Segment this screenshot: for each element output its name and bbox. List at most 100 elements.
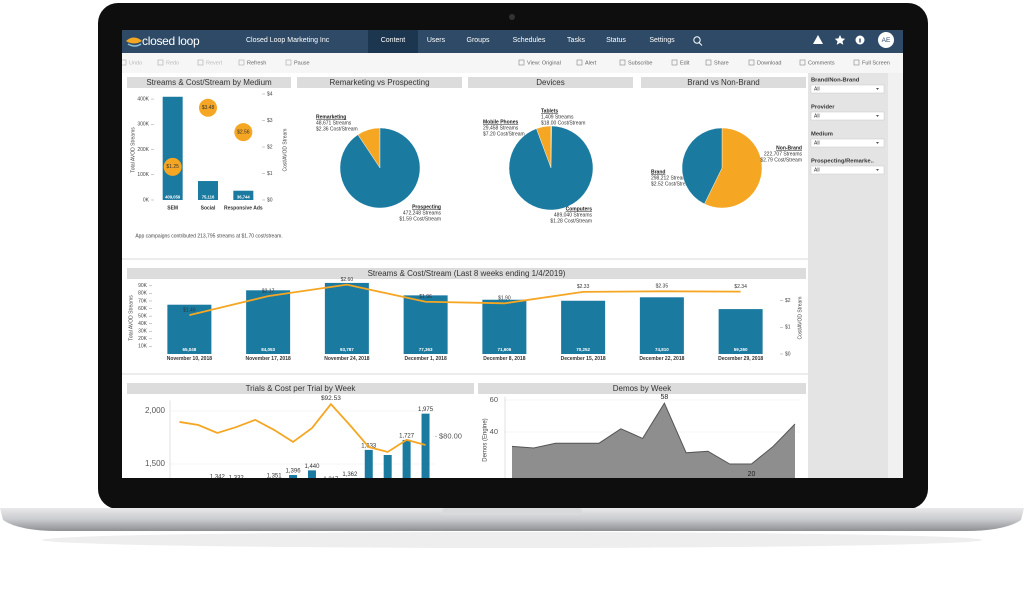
toolbar-button[interactable]: View: Original	[527, 60, 561, 66]
bar-value-label: 36,744	[237, 195, 250, 200]
toolbar-button[interactable]: Revert	[206, 60, 223, 66]
favorite-icon[interactable]	[834, 35, 846, 45]
x-tick-label: November 24, 2018	[324, 356, 370, 362]
y2-tick-label: $2	[267, 144, 273, 150]
y-tick-label: 1,500	[145, 459, 166, 468]
nav-tab[interactable]: Users	[427, 37, 446, 44]
toolbar-button[interactable]: Share	[714, 60, 729, 66]
x-tick-label: November 17, 2018	[245, 356, 291, 362]
filter-value[interactable]: All	[814, 114, 820, 120]
panel-title-bar	[468, 77, 633, 88]
dropdown-arrow	[876, 169, 879, 171]
bar	[246, 290, 291, 354]
panel-title: Trials & Cost per Trial by Week	[246, 384, 357, 393]
bar-value-label: 1,351	[267, 473, 283, 479]
toolbar-button[interactable]: Full Screen	[862, 60, 890, 66]
toolbar-button[interactable]: Subscribe	[628, 60, 652, 66]
toolbar-button[interactable]: Redo	[166, 60, 179, 66]
camera	[509, 14, 515, 20]
nav-tab[interactable]: Settings	[649, 37, 675, 44]
search-icon[interactable]	[698, 42, 703, 46]
base-notch	[442, 508, 582, 515]
nav-tab[interactable]: Schedules	[513, 37, 546, 44]
dropdown-arrow	[876, 115, 879, 117]
bar-value-label: 70,252	[576, 347, 590, 352]
user-initials[interactable]: AE	[882, 37, 891, 44]
user-avatar[interactable]	[878, 32, 894, 48]
toolbar-button[interactable]: Pause	[294, 60, 310, 66]
y2-axis-title: Cost/AVOD Stream	[282, 129, 288, 172]
filter-dropdown[interactable]	[810, 111, 885, 121]
bar	[289, 475, 298, 478]
bar	[307, 470, 316, 478]
bar-value-label: 93,787	[340, 347, 354, 352]
y-tick-label: 40K	[138, 321, 148, 327]
info-icon	[859, 38, 861, 43]
y-tick-label: 0K	[143, 197, 150, 203]
bar	[162, 96, 183, 200]
bar-value-label: 84,053	[261, 347, 275, 352]
bar-value-label: 1,317	[323, 477, 339, 483]
bar	[324, 282, 369, 354]
toolbar-button[interactable]: Alert	[585, 60, 597, 66]
filter-dropdown[interactable]	[810, 84, 885, 94]
nav-tab[interactable]: Status	[606, 37, 626, 44]
y-tick-label: 30K	[138, 329, 148, 335]
toolbar-button[interactable]: Undo	[129, 60, 142, 66]
cost-marker	[199, 98, 217, 117]
search-icon[interactable]	[693, 36, 701, 44]
filter-dropdown[interactable]	[810, 138, 885, 148]
slice-cost-label: $7.20 Cost/Stream	[483, 131, 525, 137]
bar-value-label: 75,116	[202, 195, 215, 200]
nav-tab[interactable]: Content	[381, 37, 406, 44]
dropdown-arrow	[876, 142, 879, 144]
filter-label: Prospecting/Remarke..	[811, 159, 874, 165]
filter-value[interactable]: All	[814, 168, 820, 174]
bar-value-label: 1,396	[286, 469, 302, 475]
bar-value-label: 59,260	[734, 347, 748, 352]
nav-tab[interactable]: Groups	[467, 37, 490, 44]
toolbar-button[interactable]: Download	[757, 60, 781, 66]
x-tick-label: SEM	[167, 205, 178, 211]
cost-label: $2.33	[577, 284, 590, 290]
filter-value[interactable]: All	[814, 141, 820, 147]
toolbar-button[interactable]: Refresh	[247, 60, 266, 66]
cost-line	[189, 283, 741, 316]
toolbar-icon	[705, 59, 712, 66]
toolbar-button[interactable]: Comments	[808, 60, 835, 66]
cost-label: $1.46	[183, 307, 196, 313]
laptop-base	[0, 508, 1024, 531]
bar	[167, 304, 212, 354]
y2-tick-label: $80.00	[439, 431, 462, 440]
slice-name: Brand	[651, 169, 665, 175]
toolbar-icon	[518, 59, 525, 66]
note: App campaigns contributed 213,795 stream…	[135, 233, 282, 239]
bar-value-label: 1,727	[399, 434, 415, 440]
bar-value-label: 409,059	[165, 195, 181, 200]
nav-bar	[122, 30, 903, 53]
filter-dropdown[interactable]	[810, 165, 885, 175]
slice-value-label: 1,409 Streams	[541, 114, 574, 120]
y2-tick-label: $2	[785, 298, 791, 304]
x-tick-label: December 22, 2018	[639, 356, 684, 362]
alert-icon[interactable]	[813, 35, 823, 44]
y-tick-label: 40	[490, 427, 498, 436]
toolbar-icon	[619, 59, 626, 66]
bar-value-label: 1,342	[210, 474, 226, 480]
toolbar-button[interactable]: Edit	[680, 60, 690, 66]
toolbar-icon	[853, 59, 860, 66]
nav-tab[interactable]: Tasks	[567, 37, 585, 44]
data-label: 20	[748, 471, 756, 478]
slice-name: Remarketing	[316, 114, 346, 120]
cost-label: $1.96	[419, 294, 432, 300]
y2-tick-label: $3	[267, 118, 273, 124]
screen-bg	[122, 30, 903, 478]
slice-value-label: 489,040 Streams	[554, 212, 593, 218]
y-tick-label: 90K	[138, 283, 148, 289]
y2-tick-label: $4	[267, 91, 273, 97]
slice-name: Prospecting	[412, 204, 441, 210]
filter-value[interactable]: All	[814, 87, 820, 93]
org-name: Closed Loop Marketing Inc	[246, 37, 330, 44]
slice-value-label: 48,671 Streams	[316, 120, 352, 126]
